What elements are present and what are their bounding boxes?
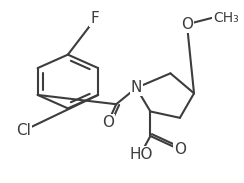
Text: F: F [90, 11, 99, 26]
Text: O: O [102, 115, 114, 130]
Text: O: O [181, 17, 193, 32]
Text: N: N [131, 80, 142, 95]
Text: CH₃: CH₃ [213, 11, 239, 25]
Text: O: O [174, 142, 186, 157]
Text: Cl: Cl [16, 123, 31, 138]
Text: HO: HO [129, 147, 153, 162]
